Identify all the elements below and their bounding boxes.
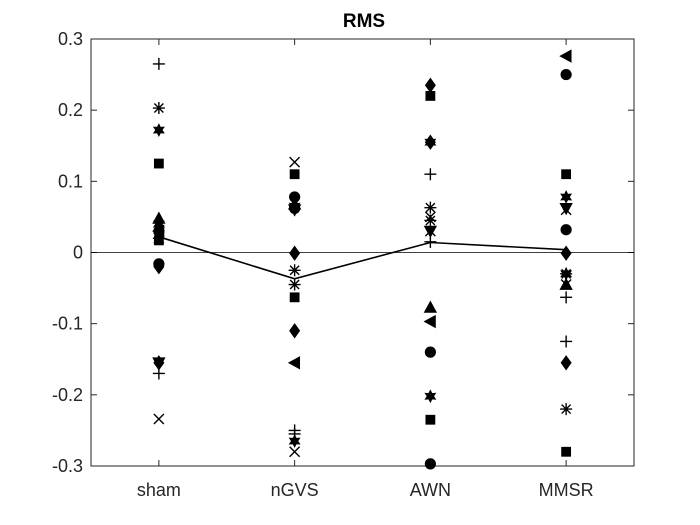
point-plus xyxy=(560,335,573,348)
point-hexagram xyxy=(424,389,437,404)
point-circle xyxy=(424,458,436,470)
y-tick-label: -0.2 xyxy=(52,385,83,405)
point-hexagram xyxy=(288,434,301,448)
point-diamond xyxy=(560,245,572,261)
x-tick-label: sham xyxy=(137,480,181,500)
point-triangle-up xyxy=(423,300,438,313)
y-tick-label: 0.3 xyxy=(58,29,83,49)
point-circle xyxy=(289,202,301,214)
point-x xyxy=(424,225,436,237)
x-tick-label: nGVS xyxy=(271,480,319,500)
point-circle xyxy=(289,191,301,203)
y-tick-label: 0 xyxy=(73,243,83,263)
y-tick-label: 0.1 xyxy=(58,171,83,191)
point-asterisk xyxy=(288,264,301,277)
point-plus xyxy=(152,57,165,70)
mean-line xyxy=(158,236,567,280)
x-tick-label: MMSR xyxy=(539,480,594,500)
point-hexagram xyxy=(560,190,573,204)
point-diamond xyxy=(424,134,436,150)
point-x xyxy=(560,279,572,291)
point-diamond xyxy=(289,323,301,339)
point-hexagram xyxy=(152,123,165,137)
y-tick-label: 0.2 xyxy=(58,100,83,120)
point-plus xyxy=(560,291,573,304)
point-circle xyxy=(560,68,572,81)
point-circle xyxy=(424,346,436,358)
point-asterisk xyxy=(424,201,437,214)
point-asterisk xyxy=(288,278,301,291)
point-x xyxy=(424,211,436,223)
point-triangle-up xyxy=(152,211,166,224)
x-tick-label: AWN xyxy=(410,480,451,500)
point-x xyxy=(289,156,301,168)
point-diamond xyxy=(153,355,165,371)
point-square xyxy=(153,158,164,169)
point-asterisk xyxy=(560,403,573,416)
point-asterisk xyxy=(152,102,165,115)
point-triangle-left xyxy=(559,49,572,63)
point-x xyxy=(289,446,301,458)
point-x xyxy=(560,204,572,216)
point-square xyxy=(289,292,300,303)
point-square xyxy=(561,446,572,457)
point-triangle-left xyxy=(423,314,436,329)
plot-axes: -0.3 -0.2 -0.1 0 0.1 0.2 0.3 sham nGVS AWN MMSR xyxy=(52,29,635,500)
point-circle xyxy=(153,225,165,237)
point-diamond xyxy=(560,355,572,371)
point-diamond xyxy=(153,259,165,275)
plot-marks xyxy=(152,49,573,470)
point-x xyxy=(153,413,165,425)
point-diamond xyxy=(424,77,436,93)
point-diamond xyxy=(289,245,301,261)
point-plus xyxy=(424,168,437,181)
y-tick-label: -0.3 xyxy=(52,456,83,476)
point-square xyxy=(561,169,572,180)
point-triangle-left xyxy=(287,356,301,370)
point-square xyxy=(425,414,436,425)
point-circle xyxy=(560,224,572,236)
chart-title: RMS xyxy=(343,11,385,32)
point-x xyxy=(153,232,165,244)
point-asterisk xyxy=(424,214,437,227)
point-square xyxy=(289,169,300,180)
y-tick-label: -0.1 xyxy=(52,314,83,334)
